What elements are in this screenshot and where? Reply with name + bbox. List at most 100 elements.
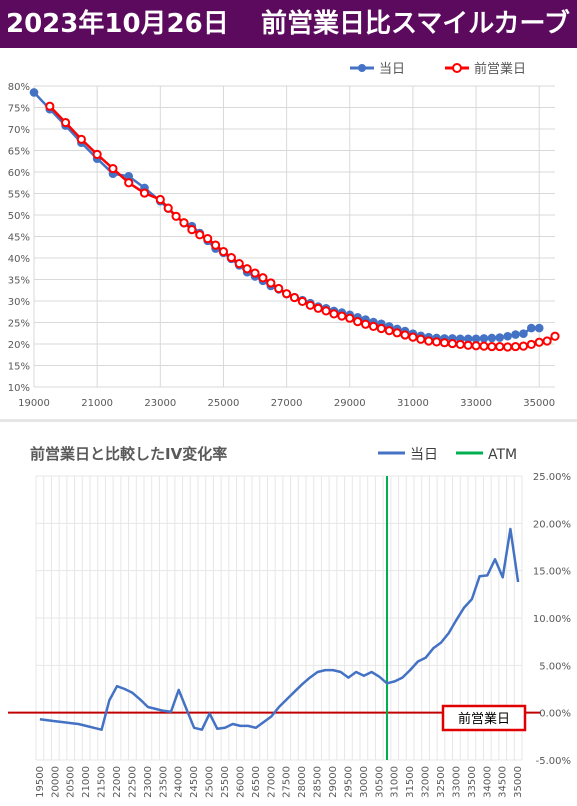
iv-change-point (447, 632, 450, 635)
iv-x-tick-label: 20500 (66, 766, 77, 798)
iv-x-tick-label: 31000 (390, 766, 401, 798)
prev-point (171, 211, 181, 221)
iv-change-point (170, 710, 173, 713)
iv-change-point (347, 676, 350, 679)
iv-x-tick-label: 28000 (297, 766, 308, 798)
prev-point (471, 341, 481, 351)
iv-y-tick-label: 10.00% (533, 614, 571, 625)
iv-y-tick-label: 5.00% (539, 661, 571, 672)
iv-change-point (147, 706, 150, 709)
iv-x-tick-label: 23000 (143, 766, 154, 798)
iv-change-point (424, 656, 427, 659)
prev-point (408, 332, 418, 342)
iv-x-tick-label: 32500 (436, 766, 447, 798)
iv-x-tick-label: 33000 (451, 766, 462, 798)
prev-point (124, 178, 134, 188)
smile-x-tick-label: 25000 (208, 398, 240, 409)
prev-point (495, 341, 505, 352)
iv-x-tick-label: 21500 (97, 766, 108, 798)
iv-change-point (293, 691, 296, 694)
iv-y-axis: -5.00% 0.00% 5.00% 10.00% 15.00% 20.00% 25.00% (533, 472, 571, 767)
panel-divider (0, 419, 577, 422)
smile-x-tick-label: 35000 (523, 398, 555, 409)
today-point (527, 323, 536, 333)
smile-y-axis: 10% 15% 20% 25% 30% 35% 40% 45% 50% 55% 60% 65% 70% 7… (8, 82, 30, 394)
iv-x-tick-label: 34000 (482, 766, 493, 798)
today-point (519, 329, 528, 338)
prev-point (234, 258, 244, 269)
prev-point (542, 336, 552, 346)
prev-point (510, 341, 521, 352)
smile-y-tick-label: 60% (8, 168, 30, 179)
legend-atm-label: ATM (488, 447, 517, 463)
prev-series-line (48, 105, 556, 349)
iv-change-point (471, 598, 474, 601)
today-point (29, 88, 39, 97)
prev-point (337, 311, 347, 321)
iv-change-point (262, 721, 265, 724)
iv-change-point (108, 699, 111, 702)
prev-point (187, 225, 197, 235)
prev-point (45, 101, 55, 111)
prev-point (439, 338, 450, 348)
smile-x-tick-label: 31000 (397, 398, 429, 409)
iv-change-point (309, 676, 312, 679)
smile-series (29, 88, 560, 352)
iv-change-point (69, 722, 72, 725)
today-point (463, 334, 473, 344)
smile-curve-panel: 10% 15% 20% 25% 30% 35% 40% 45% 50% 55% 60% 65% 70% 7… (0, 49, 577, 419)
today-point (479, 334, 489, 343)
iv-x-tick-label: 21000 (81, 766, 92, 798)
iv-change-chart: 前営業日と比較したIV変化率 -5.00% 0.00% 5.00% 10.00% 15.… (8, 445, 571, 798)
prev-point (400, 330, 410, 340)
iv-change-point (185, 708, 188, 711)
iv-change-point (316, 671, 319, 674)
iv-x-tick-label: 29000 (328, 766, 339, 798)
prev-point (384, 326, 394, 336)
iv-change-point (154, 708, 157, 711)
prev-point (487, 341, 497, 352)
prev-point (155, 194, 165, 205)
smile-x-tick-label: 21000 (81, 398, 113, 409)
prev-point (550, 331, 560, 341)
iv-x-tick-label: 27000 (266, 766, 277, 798)
iv-change-line (39, 527, 520, 731)
smile-y-tick-label: 20% (8, 340, 30, 351)
iv-change-point (77, 723, 80, 726)
iv-change-point (62, 721, 65, 724)
iv-change-point (401, 676, 404, 679)
iv-change-point (339, 671, 342, 674)
iv-change-point (54, 720, 57, 723)
smile-x-axis: 19000 21000 23000 25000 27000 29000 31000 33000… (18, 398, 555, 409)
prev-point (203, 234, 213, 244)
iv-change-point (332, 669, 335, 672)
iv-change-point (123, 688, 126, 691)
prev-point (258, 273, 268, 283)
iv-x-tick-label: 32000 (421, 766, 432, 798)
prev-point (139, 188, 150, 198)
iv-chart-title: 前営業日と比較したIV変化率 (30, 445, 227, 463)
iv-change-point (100, 728, 103, 731)
prev-point (313, 303, 323, 313)
smile-y-tick-label: 25% (8, 319, 30, 330)
iv-change-point (270, 715, 273, 718)
reference-box-frame (441, 704, 527, 732)
iv-change-point (486, 574, 489, 577)
today-point (503, 331, 512, 341)
smile-y-tick-label: 40% (8, 254, 30, 265)
iv-x-tick-label: 33500 (467, 766, 478, 798)
iv-change-point (324, 669, 327, 672)
prev-point (368, 321, 379, 331)
smile-y-tick-label: 45% (8, 233, 30, 244)
iv-x-tick-label: 35000 (513, 766, 524, 798)
legend-today-label: 当日 (379, 62, 405, 77)
iv-x-tick-label: 30500 (374, 766, 385, 798)
prev-point (534, 337, 544, 347)
prev-point (321, 306, 331, 316)
smile-x-tick-label: 23000 (144, 398, 176, 409)
iv-change-point (432, 647, 435, 650)
smile-y-tick-label: 50% (8, 211, 30, 222)
iv-change-point (85, 725, 88, 728)
prev-point (455, 339, 465, 350)
smile-x-tick-label: 27000 (271, 398, 303, 409)
